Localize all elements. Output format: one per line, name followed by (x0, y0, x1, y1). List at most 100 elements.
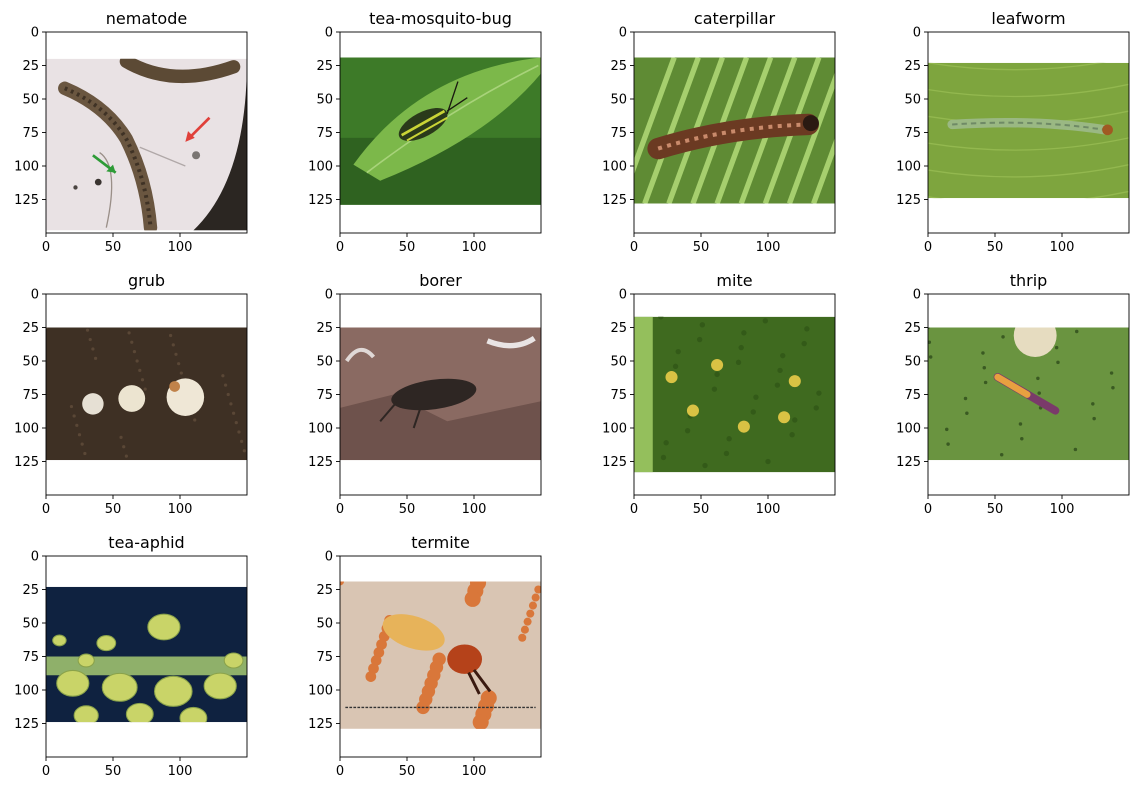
y-tick-label: 100 (602, 160, 627, 175)
y-tick-label: 25 (22, 321, 39, 336)
leaf-texture (753, 394, 759, 400)
soil-grain (83, 451, 87, 456)
leaf-vein (928, 137, 1129, 151)
panel-title: leafworm (991, 9, 1065, 28)
soil-grain (122, 445, 126, 449)
leaf-speck (999, 453, 1004, 457)
panel-borer: borer 0 50 100 0 25 50 75 100 125 (308, 271, 542, 517)
panel-title: borer (419, 271, 462, 290)
wood-fragment (520, 625, 529, 634)
y-tick-label: 100 (896, 422, 921, 437)
x-tick-label: 0 (924, 240, 932, 255)
leaf-texture (765, 458, 771, 465)
beetle-leg (412, 407, 422, 429)
panel-image (634, 57, 835, 204)
leafworm-stripe (952, 121, 1106, 131)
y-tick-label: 125 (14, 193, 39, 208)
worm-body (119, 58, 241, 84)
panel-termite: termite 0 50 100 0 25 50 75 100 125 (308, 533, 542, 779)
x-tick-label: 100 (462, 240, 487, 255)
panel-image (340, 581, 541, 729)
leaf-speck (981, 351, 985, 355)
x-tick-label: 50 (399, 764, 416, 779)
panel-title: grub (128, 271, 165, 290)
y-tick-label: 50 (904, 93, 921, 108)
soil-grain (231, 411, 236, 415)
panel-title: thrip (1010, 271, 1048, 290)
x-tick-label: 50 (987, 240, 1004, 255)
red-arrow-head (185, 131, 195, 142)
y-tick-label: 0 (913, 288, 921, 303)
leaf-speck (1056, 360, 1060, 365)
y-tick-label: 50 (610, 355, 627, 370)
y-tick-label: 0 (325, 288, 333, 303)
panel-image (340, 327, 541, 461)
aphid (77, 653, 95, 668)
leaf-vein (366, 64, 539, 174)
x-tick-label: 0 (42, 764, 50, 779)
stem (46, 656, 247, 676)
mite-body (788, 375, 801, 388)
scene-bg (46, 327, 247, 461)
leaf-texture (789, 432, 795, 438)
panel-caterpillar: caterpillar 0 50 100 0 25 50 75 100 125 (602, 9, 836, 255)
y-tick-label: 75 (904, 388, 921, 403)
x-tick-label: 100 (1050, 502, 1075, 517)
wood-fragment (534, 585, 541, 594)
soil-grain (226, 392, 230, 397)
y-tick-label: 100 (602, 422, 627, 437)
soil-grain (169, 333, 173, 338)
y-tick-label: 50 (904, 355, 921, 370)
leaf-speck (928, 355, 933, 359)
lichen (486, 335, 536, 349)
y-tick-label: 75 (610, 388, 627, 403)
x-tick-label: 50 (693, 240, 710, 255)
wood-fragment (373, 647, 385, 658)
panel-title: tea-mosquito-bug (369, 9, 512, 28)
leaf-speck (928, 340, 932, 344)
y-tick-label: 75 (22, 388, 39, 403)
leaf-texture (762, 318, 768, 324)
leaf-speck (1073, 447, 1078, 452)
grub-medium (118, 385, 146, 412)
y-tick-label: 100 (308, 422, 333, 437)
leaf-texture (684, 428, 691, 434)
soil-grain (138, 368, 142, 372)
leaf-speck (1037, 391, 1041, 395)
scene-bg (634, 316, 835, 473)
soil-grain (234, 421, 238, 425)
soil-grain (91, 347, 95, 351)
leaf-texture (658, 316, 664, 320)
leaf-speck (1001, 335, 1005, 339)
leaf-texture (663, 440, 669, 446)
y-tick-label: 0 (619, 288, 627, 303)
panel-mite: mite 0 50 100 0 25 50 75 100 125 (602, 271, 836, 517)
leaf-speck (1109, 371, 1114, 375)
aphid (52, 634, 67, 647)
y-tick-label: 25 (904, 59, 921, 74)
aphid (73, 705, 99, 723)
termite-head (447, 644, 483, 674)
wood-fragment (528, 601, 537, 610)
y-tick-label: 25 (316, 321, 333, 336)
thrip-body (994, 373, 1031, 398)
soil-grain (242, 449, 246, 453)
leaf-speck (983, 380, 988, 385)
soil-grain (88, 337, 92, 342)
soil-grain (130, 340, 134, 344)
leaf-texture (696, 336, 703, 343)
leaf-texture (813, 405, 819, 411)
soil-grain (240, 439, 244, 444)
y-tick-label: 25 (316, 583, 333, 598)
caterpillar-head (802, 115, 819, 132)
y-tick-label: 125 (308, 193, 333, 208)
soil-grain (143, 387, 147, 391)
soil-grain (93, 356, 98, 360)
aphid (147, 613, 181, 641)
y-tick-label: 25 (22, 59, 39, 74)
leaf-speck (946, 442, 950, 446)
leaf-vein (928, 62, 1105, 71)
leaf-texture (780, 352, 786, 359)
caterpillar-spots (657, 122, 809, 151)
y-tick-label: 0 (325, 26, 333, 41)
